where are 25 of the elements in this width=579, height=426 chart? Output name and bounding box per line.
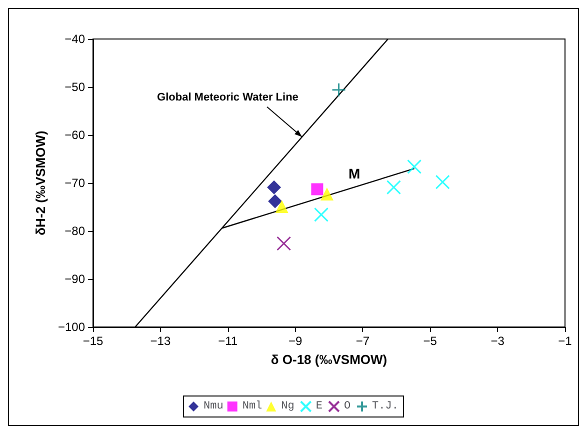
legend-label: Ng [281,400,294,412]
x-tick-label: −15 [82,334,104,348]
x-tick-label: −5 [423,334,438,348]
legend-label: Nml [242,400,262,412]
legend-label: Nmu [204,400,224,412]
y-tick-label: −50 [64,80,86,94]
y-tick-label: −60 [64,128,86,142]
x-tick-label: −13 [150,334,171,348]
legend-label: O [344,400,351,412]
y-axis-title: δH-2 (‰VSMOW) [33,130,48,236]
y-tick-label: −80 [64,224,86,238]
legend-label: E [316,400,323,412]
y-tick-label: −40 [64,32,86,46]
x-tick-label: −7 [356,334,370,348]
y-tick-label: −90 [64,272,86,286]
x-tick-label: −9 [288,334,302,348]
x-tick-label: −1 [558,334,572,348]
annotation: Global Meteoric Water Line [157,91,298,104]
legend-label: T.J. [372,400,398,412]
annotation: M [348,165,360,182]
y-tick-label: −100 [58,320,86,334]
x-tick-label: −3 [490,334,505,348]
x-axis-title: δ O-18 (‰VSMOW) [270,352,388,367]
x-tick-label: −11 [218,334,238,348]
y-tick-label: −70 [64,176,86,190]
